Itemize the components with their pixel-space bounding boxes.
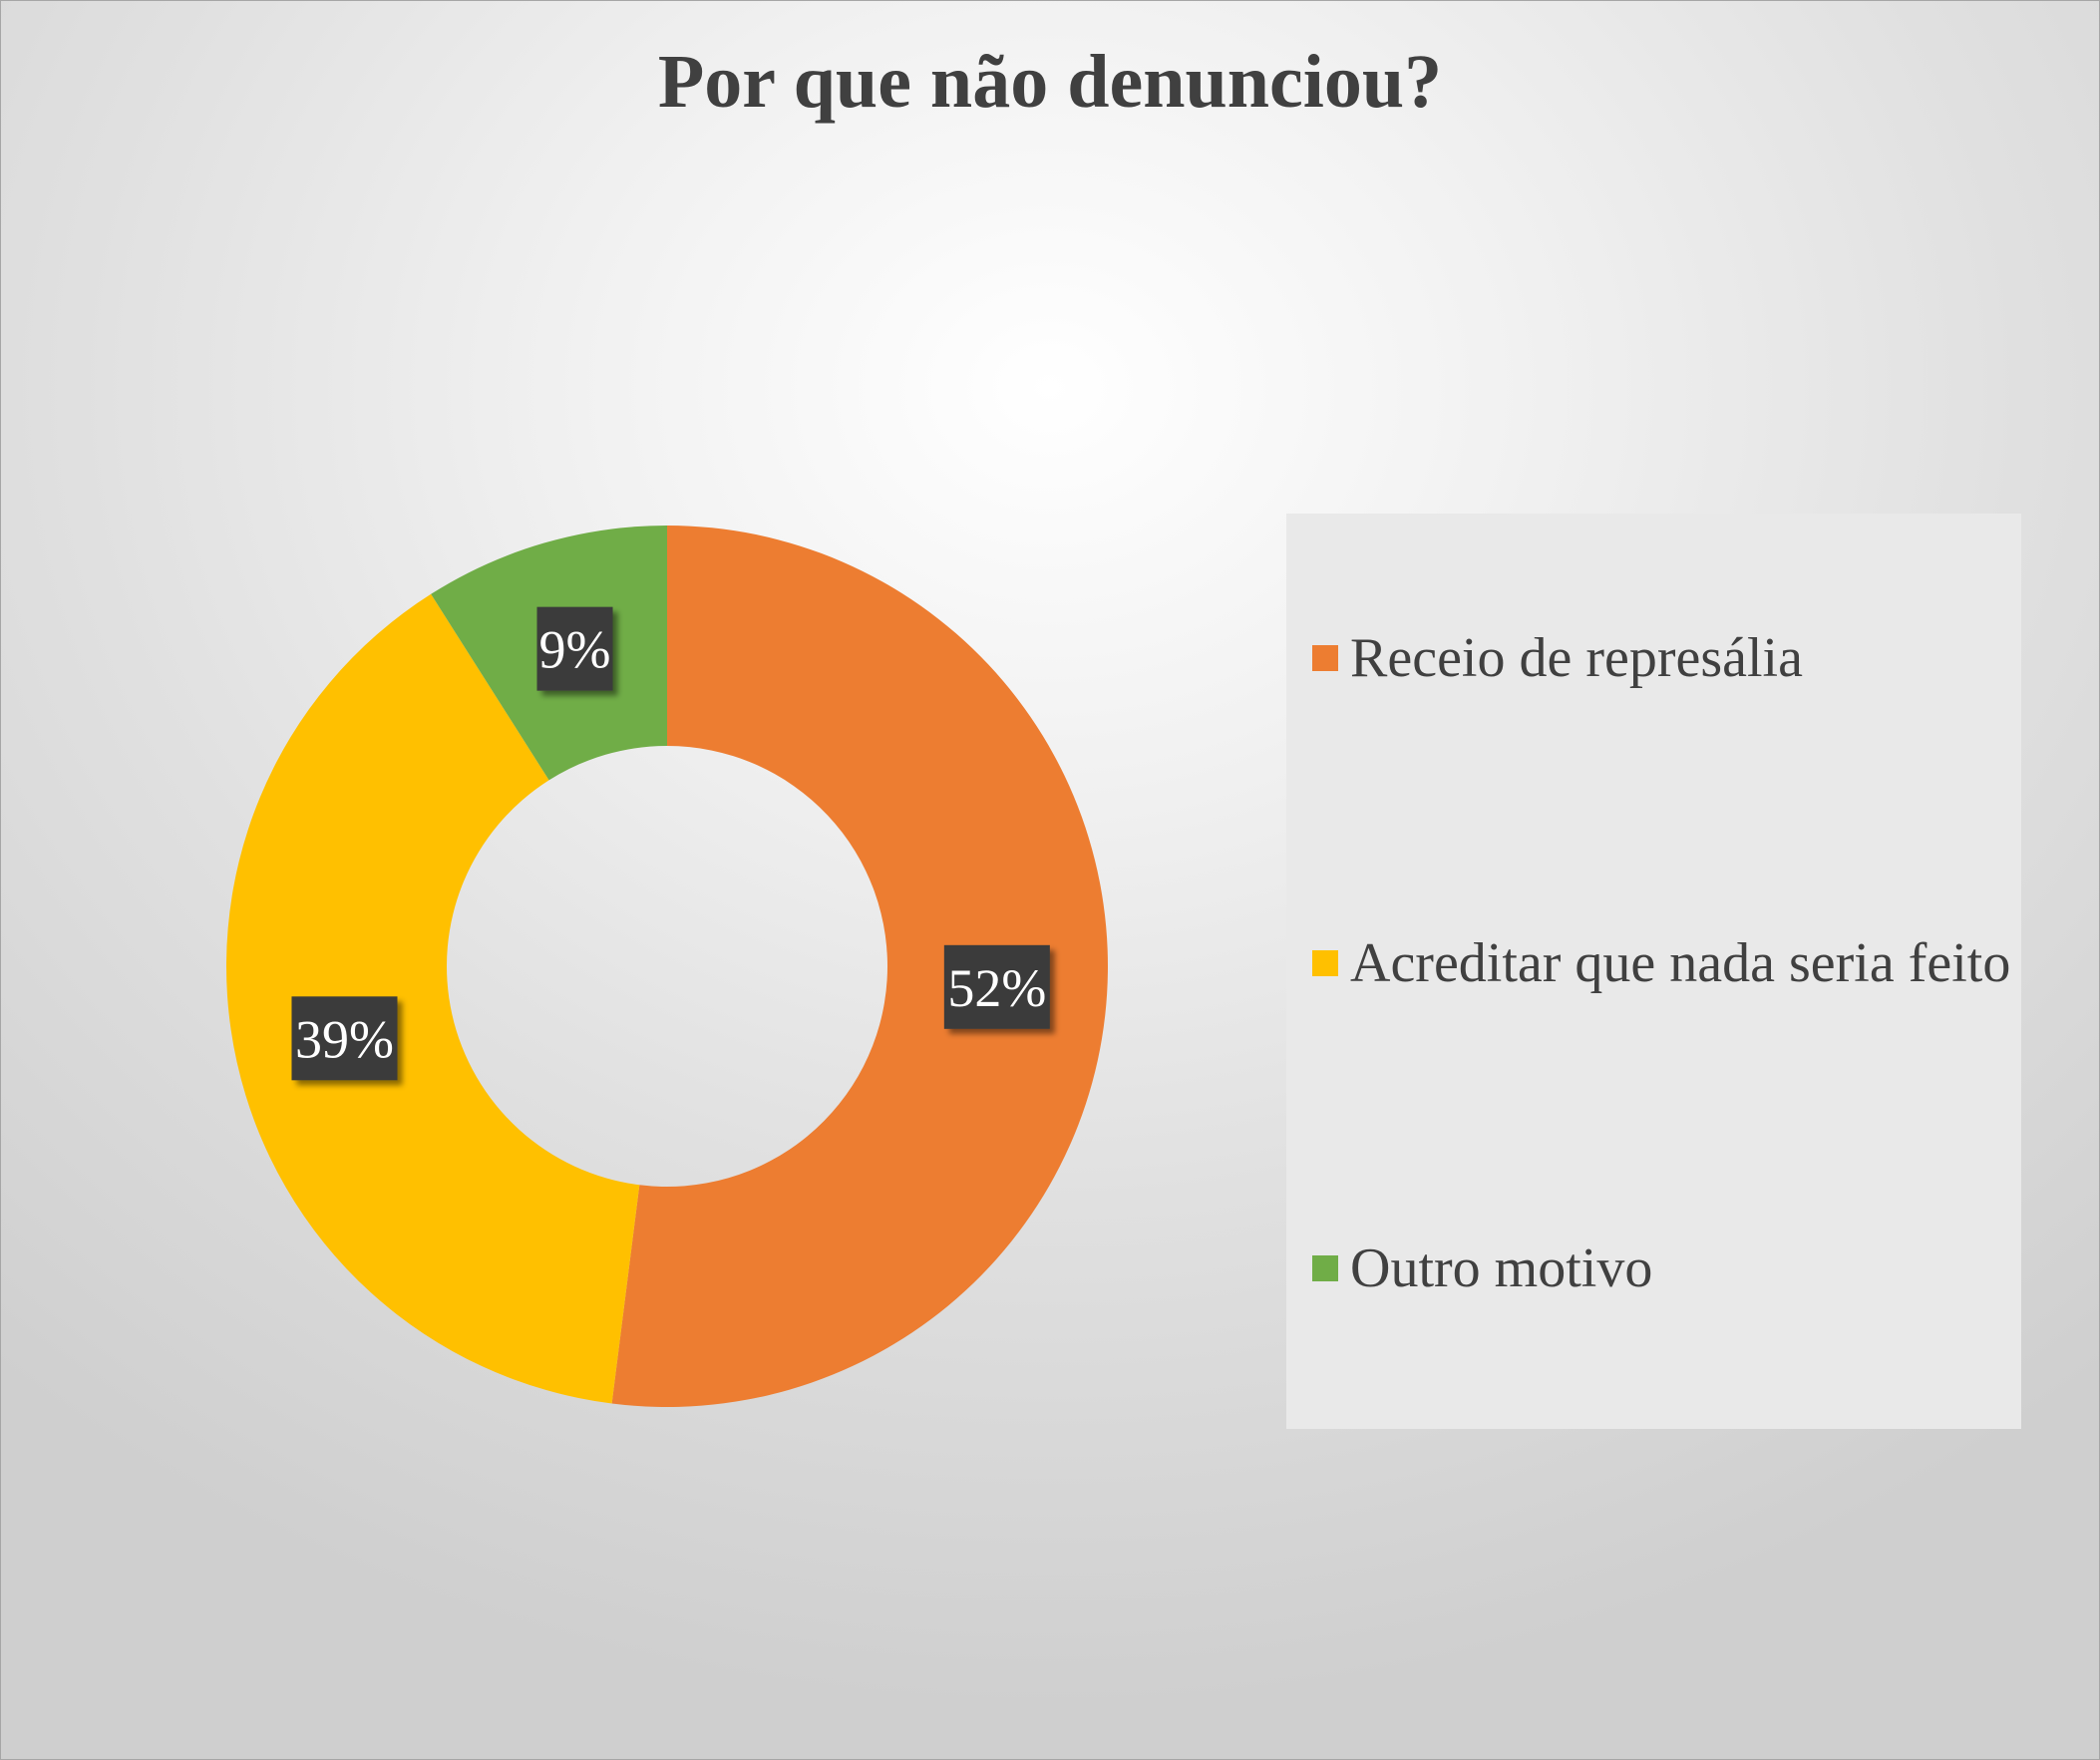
data-label-box [536,606,613,691]
chart-title: Por que não denunciou? [657,40,1443,124]
data-label-text: 9% [539,620,611,680]
legend-swatch [1312,1255,1338,1281]
data-label-acreditar-que-nada-seria-feito: 39% [291,996,398,1081]
legend-swatch [1312,950,1338,976]
legend-swatch [1312,645,1338,671]
slice-acreditar-que-nada-seria-feito [226,593,640,1404]
data-label-box [291,996,398,1081]
legend-label: Receio de represália [1350,627,1803,689]
data-label-box [943,944,1050,1029]
legend-label: Acreditar que nada seria feito [1350,932,2011,994]
legend: Receio de represália Acreditar que nada … [1286,514,2021,1429]
slice-receio-de-represalia [611,526,1109,1407]
data-label-text: 52% [947,958,1046,1018]
legend-item-outro-motivo: Outro motivo [1312,1233,1652,1303]
data-label-text: 39% [295,1009,394,1069]
legend-item-acreditar-que-nada-seria-feito: Acreditar que nada seria feito [1312,928,2010,998]
legend-label: Outro motivo [1350,1237,1653,1299]
labels-layer: 52% 39% 9% [291,606,1050,1081]
legend-item-receio-de-represalia: Receio de represália [1312,623,1803,693]
data-label-outro-motivo: 9% [536,606,613,691]
slices-layer [226,526,1109,1407]
data-label-receio-de-represalia: 52% [943,944,1050,1029]
